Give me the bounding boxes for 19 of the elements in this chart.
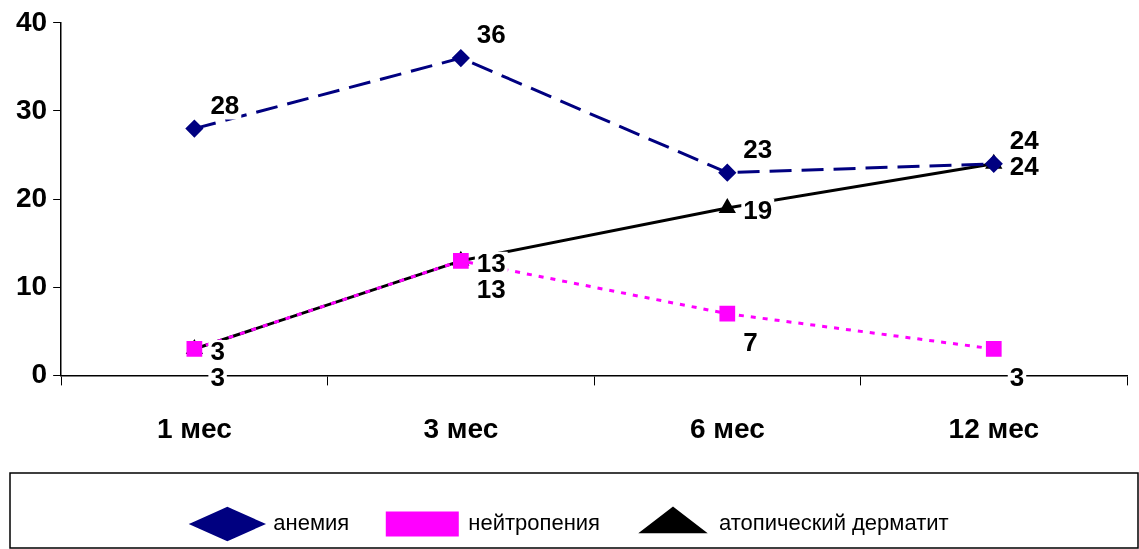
data-label: 36	[476, 19, 506, 50]
legend-label: анемия	[273, 510, 350, 536]
y-tick-label: 0	[31, 358, 48, 390]
x-tick-label: 6 мес	[689, 412, 765, 444]
y-tick-label: 10	[15, 269, 48, 301]
legend-label: атопический дерматит	[719, 510, 949, 536]
y-tick-label: 40	[15, 5, 48, 37]
data-label: 3	[1009, 362, 1025, 393]
data-label: 28	[210, 89, 240, 120]
y-tick-label: 20	[15, 181, 48, 213]
data-label: 19	[743, 195, 773, 226]
data-label: 7	[743, 326, 758, 357]
data-label: 3	[210, 336, 225, 367]
x-tick-label: 3 мес	[423, 412, 499, 444]
y-tick-label: 30	[15, 93, 48, 125]
data-label: 23	[743, 133, 773, 164]
legend-label: нейтропения	[468, 510, 601, 536]
x-tick-label: 12 мес	[948, 412, 1039, 444]
x-tick-label: 1 мес	[156, 412, 232, 444]
